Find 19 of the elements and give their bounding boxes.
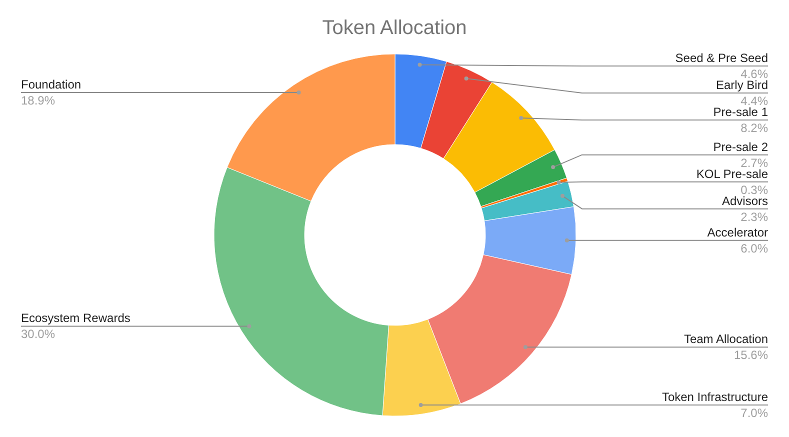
chart-title: Token Allocation	[321, 16, 468, 40]
data-label: 2.3%	[740, 210, 768, 224]
slice-label: Accelerator	[707, 225, 768, 240]
data-label: 7.0%	[740, 406, 768, 420]
data-label: 15.6%	[734, 348, 768, 362]
data-label: 18.9%	[21, 93, 56, 108]
slice-label: Early Bird	[716, 78, 768, 92]
slice-label: Token Infrastructure	[662, 390, 768, 404]
data-label: 8.2%	[740, 121, 768, 135]
slice-label: Seed & Pre Seed	[675, 51, 768, 65]
data-label: 4.4%	[740, 94, 768, 108]
data-label: 6.0%	[740, 241, 768, 256]
slice-label: Foundation	[21, 77, 82, 92]
slice-label: Pre-sale 2	[713, 140, 768, 154]
data-label: 30.0%	[21, 327, 56, 342]
slice-label: Team Allocation	[684, 332, 768, 346]
slice-label: Pre-sale 1	[713, 105, 768, 119]
slice-label: Ecosystem Rewards	[21, 311, 130, 326]
data-label: 4.6%	[740, 67, 768, 81]
